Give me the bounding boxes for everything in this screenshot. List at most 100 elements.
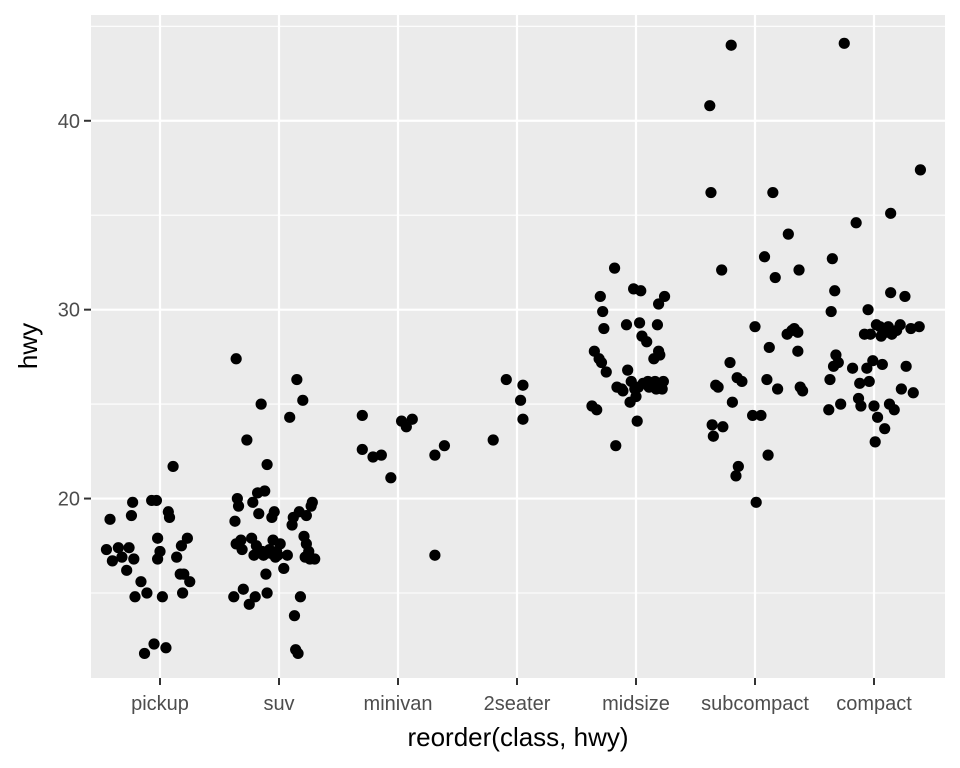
data-point	[736, 375, 748, 388]
data-point	[259, 485, 271, 497]
data-point	[653, 298, 665, 310]
data-point	[595, 356, 608, 369]
x-tick-label: 2seater	[484, 693, 551, 715]
data-point	[717, 421, 729, 433]
data-point	[914, 164, 927, 176]
data-point	[129, 591, 141, 603]
x-tick-label: pickup	[131, 693, 189, 715]
data-point	[177, 587, 189, 599]
data-point	[832, 356, 844, 369]
major-gridlines	[91, 15, 945, 678]
data-point	[288, 610, 301, 622]
data-point	[385, 472, 397, 484]
data-point	[900, 360, 912, 372]
data-point	[598, 322, 610, 335]
data-point	[300, 509, 312, 522]
data-point	[835, 398, 847, 410]
data-point	[772, 383, 784, 395]
data-point	[297, 394, 309, 406]
data-point	[291, 373, 303, 386]
data-point	[747, 409, 759, 422]
data-point	[229, 515, 241, 527]
y-tick-label: 40	[58, 111, 80, 133]
data-point	[730, 470, 742, 482]
data-point	[610, 440, 622, 452]
data-point	[253, 508, 265, 520]
data-point	[907, 387, 919, 399]
data-point	[749, 321, 761, 333]
data-point	[769, 271, 781, 284]
data-point	[750, 496, 762, 508]
data-point	[913, 321, 925, 333]
data-point	[237, 583, 249, 595]
data-point	[725, 39, 737, 51]
data-point	[885, 207, 897, 219]
data-point	[281, 549, 293, 561]
data-point	[127, 496, 139, 508]
x-tick-label: minivan	[364, 693, 433, 715]
data-point	[272, 549, 284, 561]
data-point	[306, 496, 318, 508]
data-point	[236, 543, 248, 556]
data-point	[758, 251, 771, 263]
data-point	[762, 449, 774, 461]
data-point	[651, 319, 664, 331]
data-point	[658, 290, 671, 303]
data-point	[500, 373, 512, 386]
data-point	[630, 390, 642, 403]
data-point	[825, 305, 837, 318]
data-point	[767, 186, 779, 199]
data-point	[854, 377, 866, 389]
data-point	[178, 568, 190, 580]
data-point	[792, 326, 804, 338]
data-point	[763, 341, 775, 354]
data-point	[400, 421, 412, 433]
data-point	[268, 506, 280, 518]
data-point	[871, 411, 884, 423]
data-point	[706, 419, 718, 431]
data-point	[150, 494, 163, 507]
data-point	[261, 587, 273, 599]
data-point	[247, 496, 259, 508]
data-point	[876, 358, 888, 371]
data-point	[867, 355, 879, 367]
data-point	[657, 375, 669, 388]
data-point	[156, 591, 168, 603]
data-point	[591, 404, 603, 416]
data-point	[761, 373, 773, 386]
data-point	[824, 373, 836, 386]
data-point	[406, 413, 418, 425]
data-point	[135, 576, 147, 588]
data-point	[241, 434, 253, 446]
data-point	[894, 319, 906, 331]
data-point	[622, 364, 634, 376]
data-point	[104, 513, 116, 525]
data-point	[100, 543, 113, 556]
data-point	[112, 542, 124, 554]
data-point	[861, 362, 873, 374]
data-point	[792, 345, 804, 357]
data-point	[862, 304, 874, 316]
data-point	[899, 290, 911, 303]
data-point	[597, 305, 609, 318]
data-point	[167, 460, 179, 473]
data-point	[654, 349, 666, 361]
data-points	[100, 37, 927, 660]
data-point	[181, 532, 193, 544]
data-point	[823, 404, 835, 416]
data-point	[600, 366, 612, 378]
data-point	[829, 285, 841, 297]
data-point	[517, 379, 529, 391]
data-point	[855, 400, 867, 412]
data-point	[895, 383, 907, 395]
y-tick-label: 30	[58, 300, 80, 322]
data-point	[846, 362, 859, 374]
data-point	[243, 598, 255, 610]
data-point	[148, 638, 160, 650]
data-point	[260, 568, 272, 580]
x-axis-title: reorder(class, hwy)	[407, 722, 628, 752]
data-point	[292, 647, 304, 660]
x-axis: pickup suv minivan 2seater midsize subcompact…	[131, 678, 912, 715]
data-point	[782, 228, 794, 240]
